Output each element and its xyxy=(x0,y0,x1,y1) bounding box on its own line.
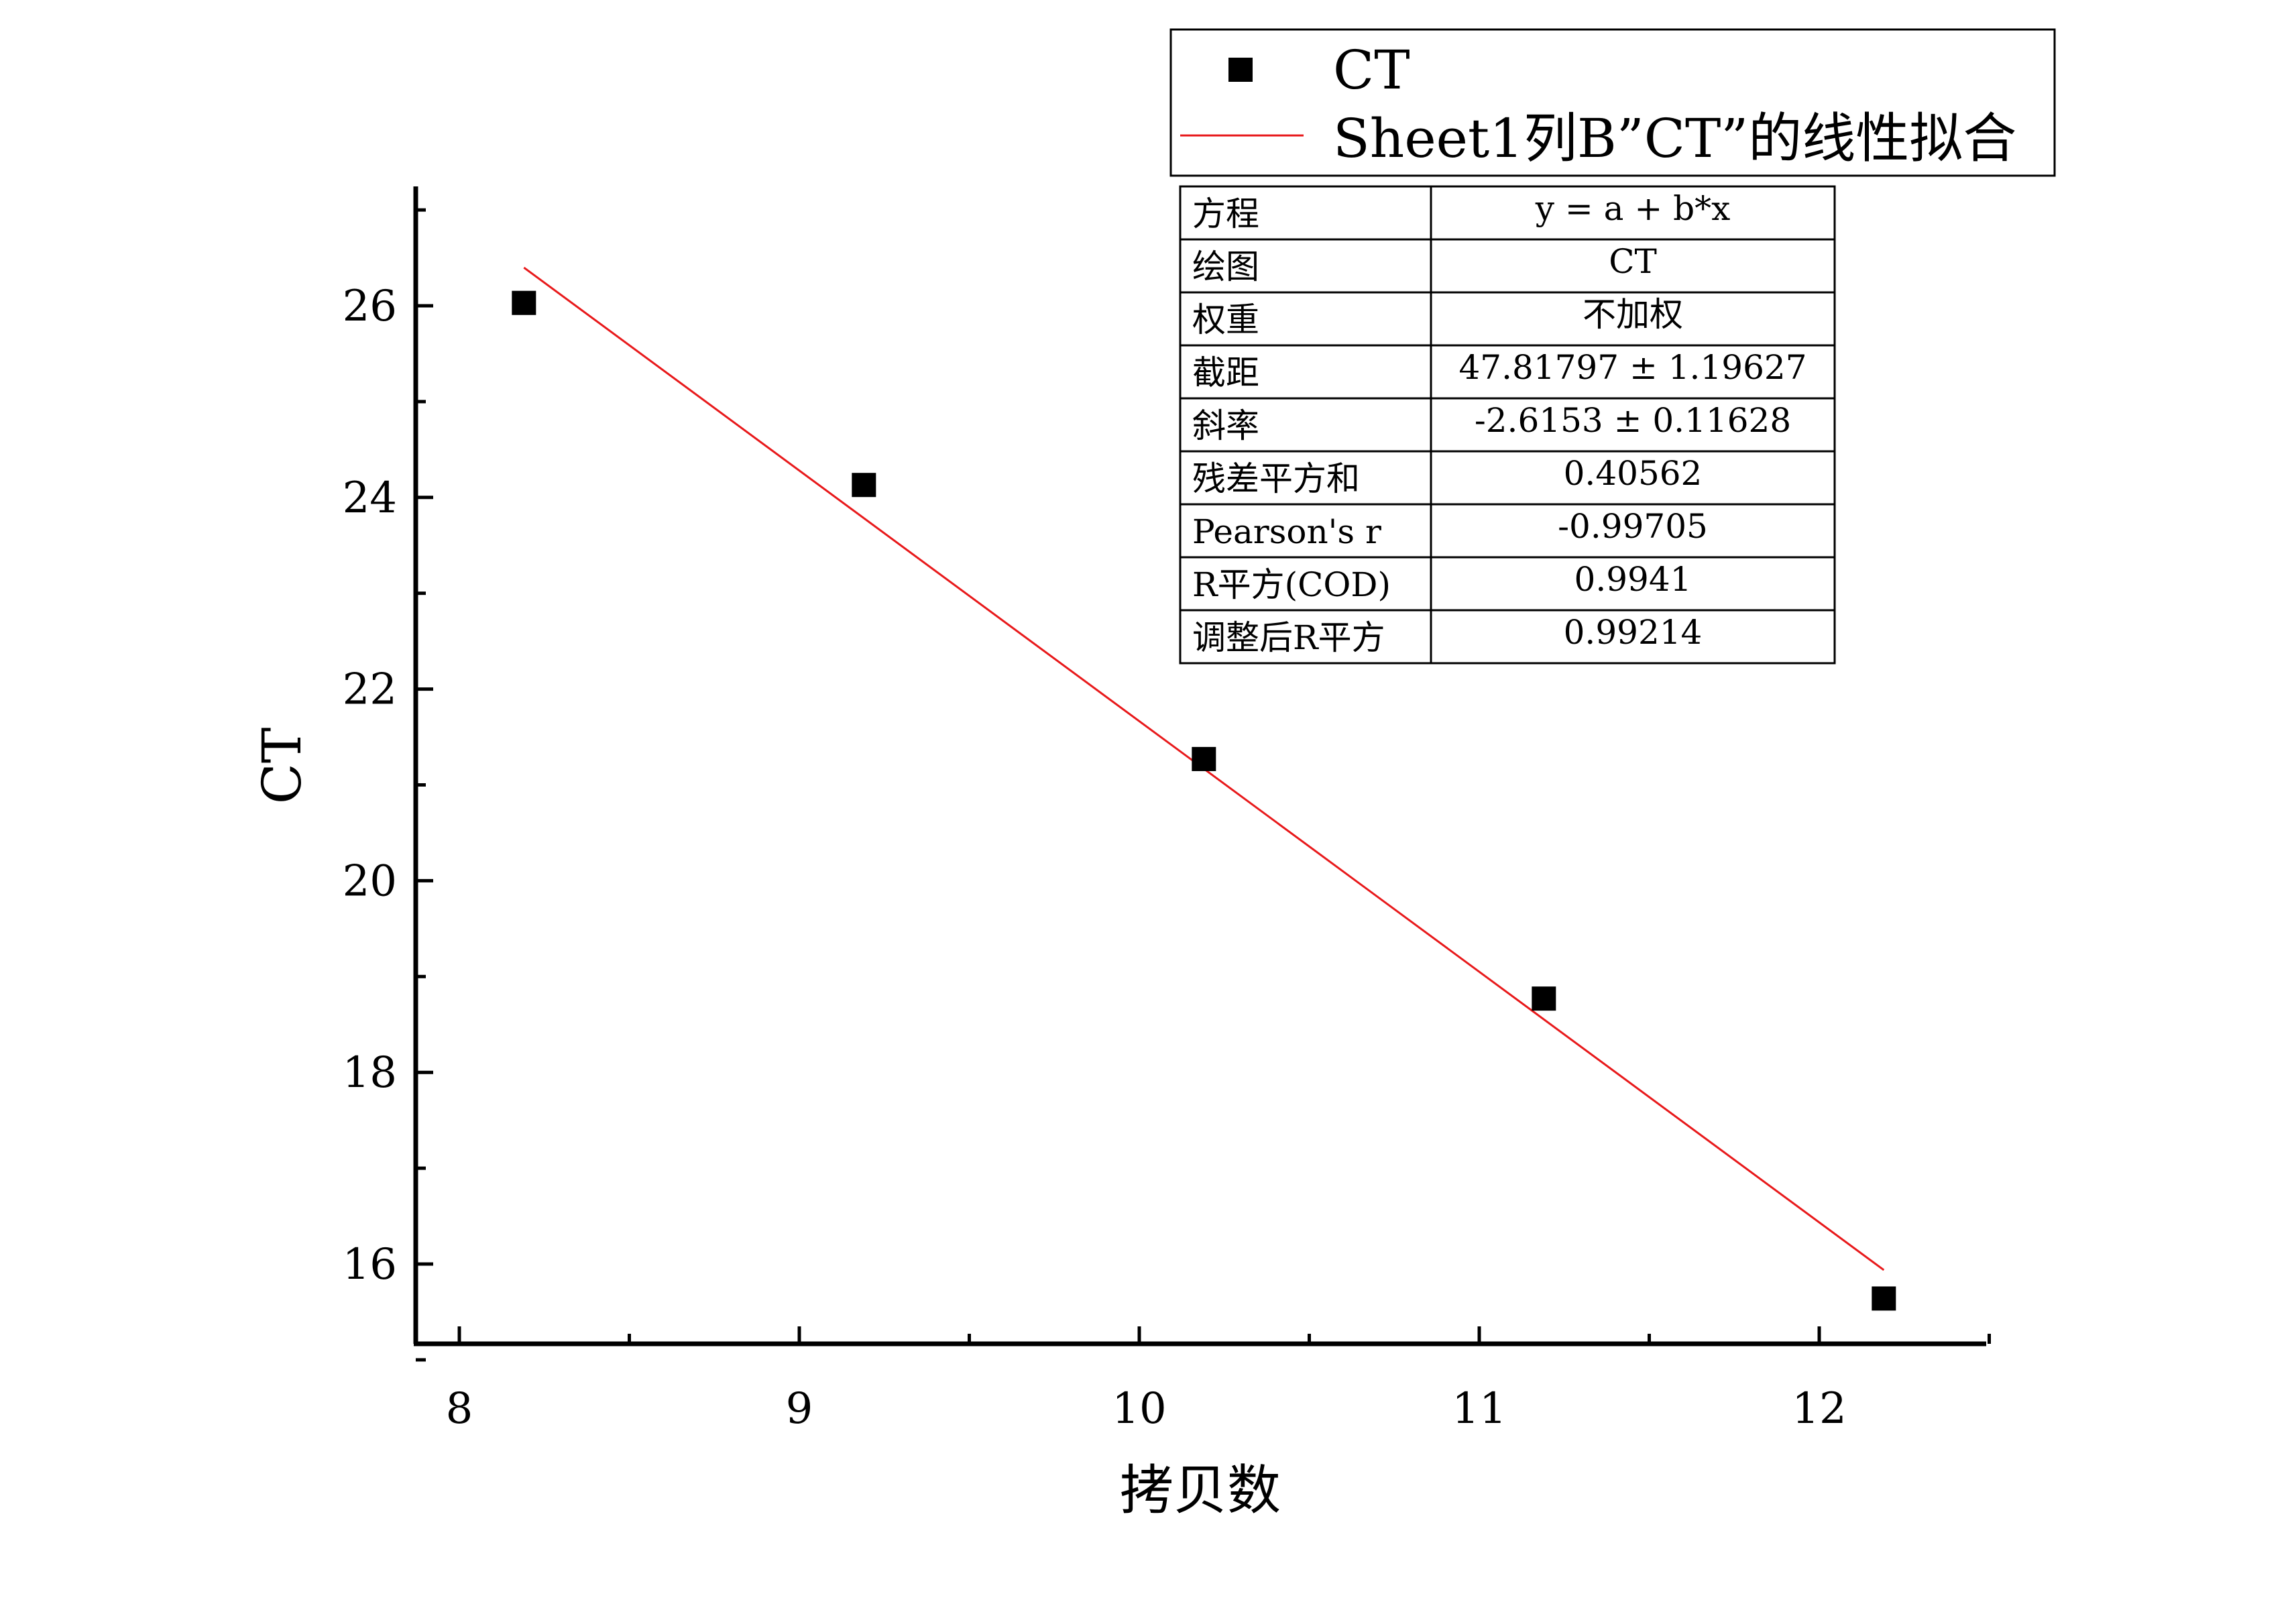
fit-table-value: y = a + b*x xyxy=(1535,189,1731,228)
y-axis-tick-labels: 16 18 20 22 24 26 xyxy=(343,282,397,1290)
fit-table-label: Pearson's r xyxy=(1192,512,1381,551)
x-axis-title: 拷贝数 xyxy=(1120,1459,1281,1522)
fit-table-label: R平方(COD) xyxy=(1192,565,1391,604)
data-point xyxy=(1872,1286,1896,1310)
y-tick-label: 18 xyxy=(343,1048,397,1098)
fit-table-value: 0.99214 xyxy=(1564,613,1703,652)
fit-table-label: 调整后R平方 xyxy=(1192,618,1385,657)
data-point xyxy=(512,291,536,315)
data-point xyxy=(852,473,876,497)
x-tick-label: 10 xyxy=(1112,1384,1166,1434)
x-axis-ticks xyxy=(459,1326,1990,1344)
y-axis-title: CT xyxy=(251,728,313,805)
legend-label-ct: CT xyxy=(1333,39,1410,101)
legend: CT Sheet1列B”CT”的线性拟合 xyxy=(1171,30,2055,176)
data-point xyxy=(1532,986,1556,1011)
x-axis-tick-labels: 8 9 10 11 12 xyxy=(446,1384,1847,1434)
y-tick-label: 26 xyxy=(343,282,397,331)
x-tick-label: 12 xyxy=(1792,1384,1846,1434)
fit-table-value: 0.9941 xyxy=(1574,560,1692,599)
fit-table-value: 0.40562 xyxy=(1564,454,1703,493)
fit-table-value: 不加权 xyxy=(1583,295,1683,334)
legend-marker-ct xyxy=(1228,58,1253,82)
x-tick-label: 11 xyxy=(1452,1384,1506,1434)
y-tick-label: 16 xyxy=(343,1240,397,1290)
fit-table-value: -2.6153 ± 0.11628 xyxy=(1475,401,1791,440)
fit-table-label: 绘图 xyxy=(1192,247,1259,286)
y-tick-label: 20 xyxy=(343,856,397,906)
fit-table-value: CT xyxy=(1609,242,1657,281)
fit-table-label: 截距 xyxy=(1192,353,1259,392)
fit-table-value: -0.99705 xyxy=(1558,507,1708,546)
data-point xyxy=(1192,747,1216,771)
y-axis-ticks xyxy=(416,210,433,1360)
fit-table-value: 47.81797 ± 1.19627 xyxy=(1458,348,1806,387)
fit-table-label: 方程 xyxy=(1192,194,1259,233)
x-tick-label: 9 xyxy=(786,1384,813,1434)
fit-table-label: 斜率 xyxy=(1192,406,1259,445)
y-tick-label: 24 xyxy=(343,473,397,523)
legend-label-fit: Sheet1列B”CT”的线性拟合 xyxy=(1333,107,2016,170)
fit-table-label: 残差平方和 xyxy=(1192,459,1360,498)
fit-table-label: 权重 xyxy=(1192,300,1259,339)
y-tick-label: 22 xyxy=(343,665,397,715)
x-tick-label: 8 xyxy=(446,1384,473,1434)
